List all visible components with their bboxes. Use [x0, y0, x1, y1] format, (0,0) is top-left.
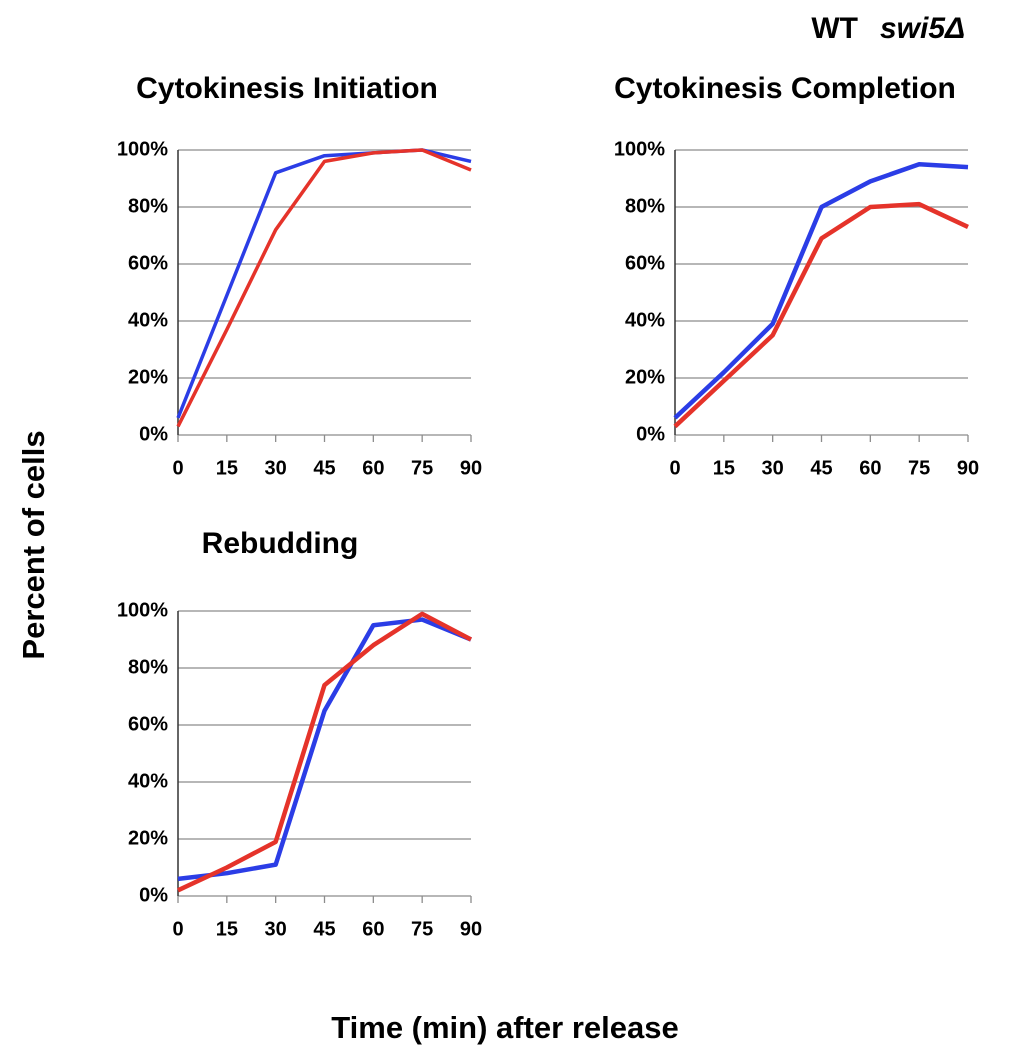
- y-tick-label: 20%: [625, 366, 665, 388]
- series-line: [176, 148, 472, 428]
- x-tick-label: 75: [411, 457, 433, 479]
- x-tick-label: 30: [762, 457, 784, 479]
- y-tick-label: 40%: [128, 770, 168, 792]
- y-tick-label: 80%: [128, 656, 168, 678]
- x-axis-label: Time (min) after release: [331, 1010, 678, 1045]
- series-line: [673, 201, 969, 429]
- y-tick-label: 20%: [128, 827, 168, 849]
- y-tick-label: 100%: [117, 599, 168, 621]
- chart-title: Cytokinesis Initiation: [136, 72, 438, 105]
- y-tick-label: 0%: [139, 884, 168, 906]
- x-tick-label: 30: [265, 457, 287, 479]
- x-tick-label: 75: [908, 457, 930, 479]
- x-tick-label: 30: [265, 918, 287, 940]
- chart-title: Rebudding: [202, 527, 359, 560]
- x-tick-label: 15: [713, 457, 735, 479]
- x-tick-label: 60: [362, 457, 384, 479]
- legend-entry: WT: [811, 12, 858, 45]
- x-tick-label: 75: [411, 918, 433, 940]
- x-tick-label: 90: [460, 457, 482, 479]
- x-tick-label: 0: [172, 918, 183, 940]
- legend-entry: swi5Δ: [880, 12, 965, 45]
- y-tick-label: 0%: [139, 423, 168, 445]
- y-tick-label: 60%: [625, 252, 665, 274]
- series-line: [177, 611, 473, 893]
- x-tick-label: 90: [460, 918, 482, 940]
- y-tick-label: 100%: [614, 138, 665, 160]
- x-tick-label: 45: [810, 457, 832, 479]
- y-tick-label: 20%: [128, 366, 168, 388]
- y-tick-label: 60%: [128, 713, 168, 735]
- y-axis-label: Percent of cells: [16, 430, 51, 659]
- series-line: [177, 617, 472, 882]
- x-tick-label: 15: [216, 918, 238, 940]
- y-tick-label: 40%: [128, 309, 168, 331]
- y-tick-label: 80%: [128, 195, 168, 217]
- y-tick-label: 100%: [117, 138, 168, 160]
- series-line: [673, 162, 969, 420]
- x-tick-label: 15: [216, 457, 238, 479]
- x-tick-label: 45: [313, 457, 335, 479]
- x-tick-label: 0: [172, 457, 183, 479]
- y-tick-label: 40%: [625, 309, 665, 331]
- chart-title: Cytokinesis Completion: [614, 72, 956, 105]
- x-tick-label: 0: [669, 457, 680, 479]
- x-tick-label: 45: [313, 918, 335, 940]
- x-tick-label: 90: [957, 457, 979, 479]
- x-tick-label: 60: [362, 918, 384, 940]
- y-tick-label: 0%: [636, 423, 665, 445]
- x-tick-label: 60: [859, 457, 881, 479]
- y-tick-label: 80%: [625, 195, 665, 217]
- y-tick-label: 60%: [128, 252, 168, 274]
